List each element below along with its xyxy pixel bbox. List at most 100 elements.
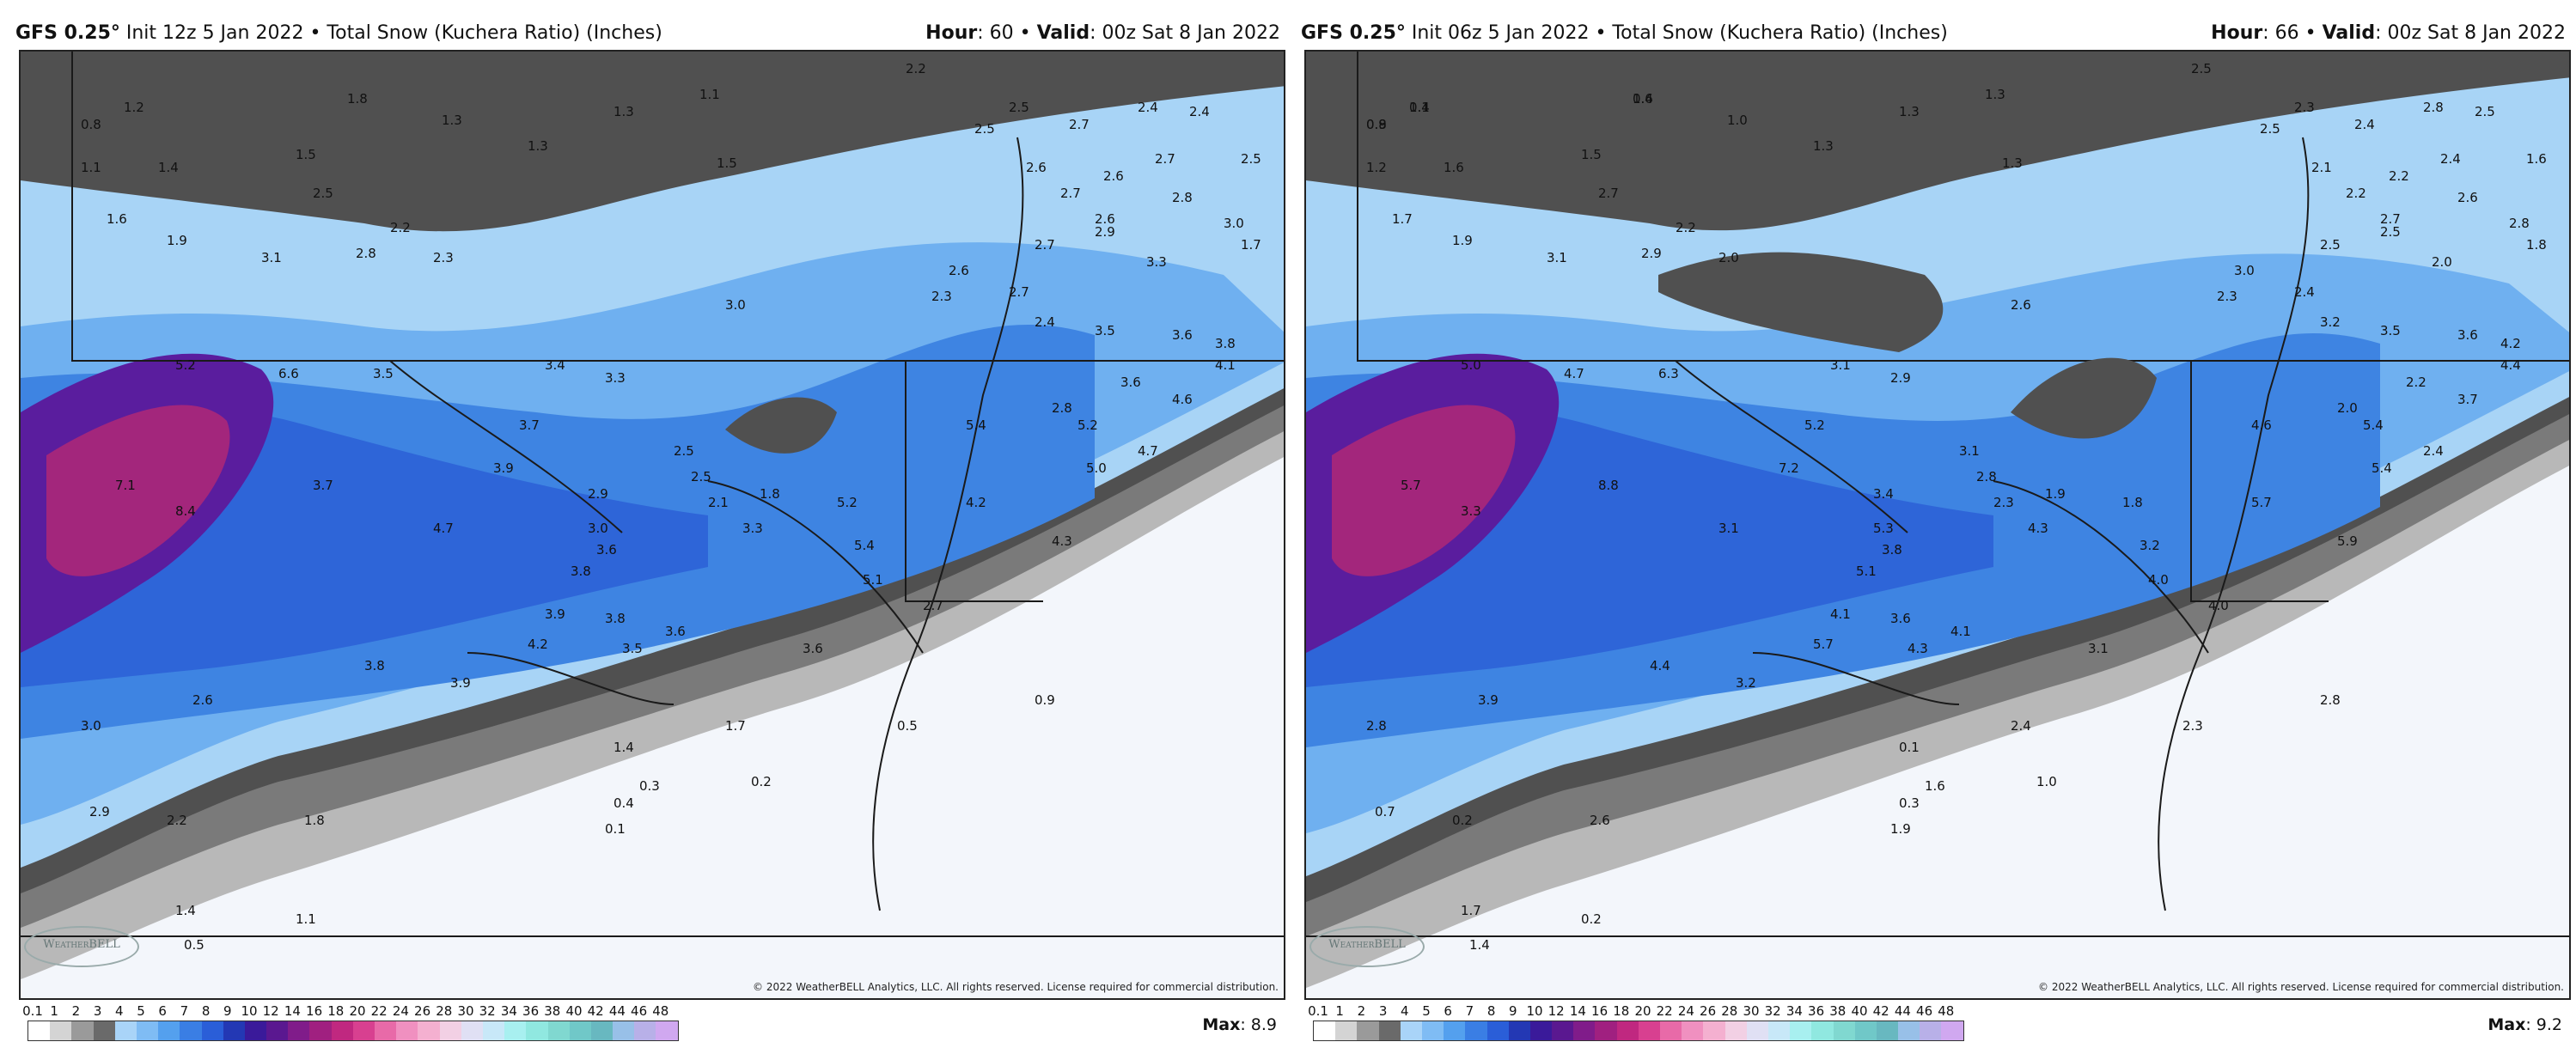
snow-value-label: 2.5 xyxy=(1009,100,1029,115)
snow-value-label: 2.7 xyxy=(923,598,943,613)
legend-color-swatch xyxy=(136,1021,159,1040)
snow-value-label: 2.0 xyxy=(2432,254,2452,270)
snow-value-label: 0.7 xyxy=(1375,804,1395,820)
snow-value-label: 3.1 xyxy=(261,250,282,265)
snow-value-label: 1.6 xyxy=(1925,778,1945,794)
snow-value-label: 1.9 xyxy=(1452,233,1473,248)
snow-value-label: 3.1 xyxy=(1547,250,1567,265)
valid-time: 00z Sat 8 Jan 2022 xyxy=(1102,22,1281,44)
valid-info: Hour: 60 • Valid: 00z Sat 8 Jan 2022 xyxy=(925,22,1280,44)
legend-color-swatch xyxy=(1616,1021,1639,1040)
legend-color-swatch xyxy=(1529,1021,1553,1040)
legend-tick-label: 46 xyxy=(631,1003,648,1019)
snow-value-label: 2.7 xyxy=(1155,151,1175,167)
snow-value-label: 3.2 xyxy=(2320,314,2341,330)
snow-value-label: 2.3 xyxy=(2294,100,2315,115)
snow-value-label: 2.9 xyxy=(1641,246,1662,261)
legend-tick-label: 14 xyxy=(1569,1003,1586,1019)
snow-value-label: 3.6 xyxy=(1890,611,1911,626)
snow-value-label: 4.6 xyxy=(2251,417,2272,433)
legend-tick-label: 9 xyxy=(1509,1003,1517,1019)
legend-color-swatch xyxy=(244,1021,267,1040)
snow-value-label: 2.3 xyxy=(2217,289,2237,304)
snow-value-label: 4.2 xyxy=(966,495,986,510)
snow-value-label: 1.3 xyxy=(528,138,548,154)
model-name: GFS 0.25° xyxy=(15,22,120,44)
max-value: Max: 8.9 xyxy=(1202,1015,1277,1034)
snow-value-label: 1.7 xyxy=(1392,211,1413,227)
snow-value-label: 5.7 xyxy=(2251,495,2272,510)
legend-tick-label: 3 xyxy=(1378,1003,1388,1019)
snow-value-label: 2.6 xyxy=(1103,168,1124,184)
snow-value-label: 6.3 xyxy=(1658,366,1679,381)
snow-value-label: 2.7 xyxy=(1598,186,1619,201)
map-fields: 0.9 1.1 1.6 1.0 1.3 1.3 2.5 1.2 1.6 1.3 1.5 1.3 2.7 1… xyxy=(1306,52,2569,998)
snow-value-label: 0.1 xyxy=(605,821,626,837)
snow-value-label: 3.2 xyxy=(1736,675,1756,691)
legend-tick-label: 10 xyxy=(241,1003,258,1019)
color-legend: 0.1 1 2 3 4 5 6 7 8 9 10 12 14 16 18 20 22 24 26 28 30 32 34 36… xyxy=(1304,1003,2571,1045)
snow-value-label: 5.4 xyxy=(2372,460,2392,476)
map-panel-right: GFS 0.25° Init 06z 5 Jan 2022 • Total Sn… xyxy=(1292,0,2573,1048)
snow-value-label: 3.5 xyxy=(373,366,394,381)
legend-color-swatch xyxy=(1508,1021,1530,1040)
snow-value-label: 3.1 xyxy=(1718,521,1739,536)
snow-value-label: 2.7 xyxy=(1069,117,1090,132)
snow-value-label: 3.6 xyxy=(596,542,617,558)
legend-color-swatch xyxy=(352,1021,375,1040)
legend-color-swatch xyxy=(590,1021,613,1040)
snow-value-label: 2.6 xyxy=(1026,160,1047,175)
snow-value-label: 2.7 xyxy=(1060,186,1081,201)
snow-value-label: 1.3 xyxy=(1985,87,2005,102)
legend-tick-label: 22 xyxy=(1656,1003,1673,1019)
snow-value-label: 4.1 xyxy=(1830,606,1851,622)
color-legend: 0.1 1 2 3 4 5 6 7 8 9 10 12 14 16 18 20 22 24 26 28 30 32 34 36… xyxy=(19,1003,1285,1045)
snow-value-label: 0.1 xyxy=(1899,740,1920,755)
legend-tick-label: 20 xyxy=(349,1003,366,1019)
max-label: Max xyxy=(2487,1015,2526,1034)
legend-color-swatch xyxy=(1724,1021,1747,1040)
snow-value-label: 2.6 xyxy=(192,692,213,708)
snow-value-label: 1.7 xyxy=(1241,237,1261,253)
snow-value-label: 2.3 xyxy=(433,250,454,265)
snow-value-label: 1.1 xyxy=(1409,100,1430,115)
snow-value-label: 4.1 xyxy=(1950,624,1971,639)
snow-value-label: 2.2 xyxy=(1676,220,1696,235)
snow-value-label: 2.8 xyxy=(356,246,376,261)
legend-color-swatch xyxy=(1746,1021,1768,1040)
snow-value-label: 3.8 xyxy=(571,564,591,579)
snow-value-label: 1.1 xyxy=(699,87,720,102)
snow-value-label: 1.6 xyxy=(1633,91,1653,107)
max-value: Max: 9.2 xyxy=(2487,1015,2562,1034)
legend-tick-label: 4 xyxy=(115,1003,124,1019)
snowfall-map: 0.9 1.1 1.6 1.0 1.3 1.3 2.5 1.2 1.6 1.3 1.5 1.3 2.7 1… xyxy=(1304,50,2571,1000)
legend-color-swatch xyxy=(1703,1021,1725,1040)
snow-value-label: 3.9 xyxy=(493,460,514,476)
legend-color-swatch xyxy=(1682,1021,1704,1040)
snow-value-label: 1.6 xyxy=(107,211,127,227)
legend-tick-label: 3 xyxy=(93,1003,102,1019)
legend-tick-label: 18 xyxy=(327,1003,345,1019)
legend-tick-label: 42 xyxy=(1872,1003,1889,1019)
snow-value-label: 2.8 xyxy=(2423,100,2444,115)
legend-color-swatch xyxy=(1357,1021,1379,1040)
legend-color-swatch xyxy=(1811,1021,1834,1040)
legend-color-swatch xyxy=(1314,1021,1336,1040)
legend-tick-label: 8 xyxy=(201,1003,211,1019)
snow-value-label: 1.4 xyxy=(158,160,179,175)
legend-color-swatch xyxy=(526,1021,548,1040)
panel-title: GFS 0.25° Init 12z 5 Jan 2022 • Total Sn… xyxy=(15,22,662,44)
legend-tick-label: 8 xyxy=(1486,1003,1496,1019)
snow-value-label: 2.2 xyxy=(906,61,926,76)
legend-tick-label: 5 xyxy=(1422,1003,1431,1019)
legend-color-swatch xyxy=(1444,1021,1466,1040)
snow-value-label: 3.9 xyxy=(545,606,565,622)
snow-value-label: 2.5 xyxy=(2191,61,2212,76)
legend-color-swatch xyxy=(418,1021,440,1040)
snow-value-label: 3.9 xyxy=(450,675,471,691)
legend-color-swatch xyxy=(396,1021,418,1040)
snow-value-label: 1.1 xyxy=(296,911,316,927)
snow-value-label: 5.2 xyxy=(175,357,196,373)
legend-color-swatch xyxy=(1854,1021,1877,1040)
legend-color-swatch xyxy=(1833,1021,1855,1040)
